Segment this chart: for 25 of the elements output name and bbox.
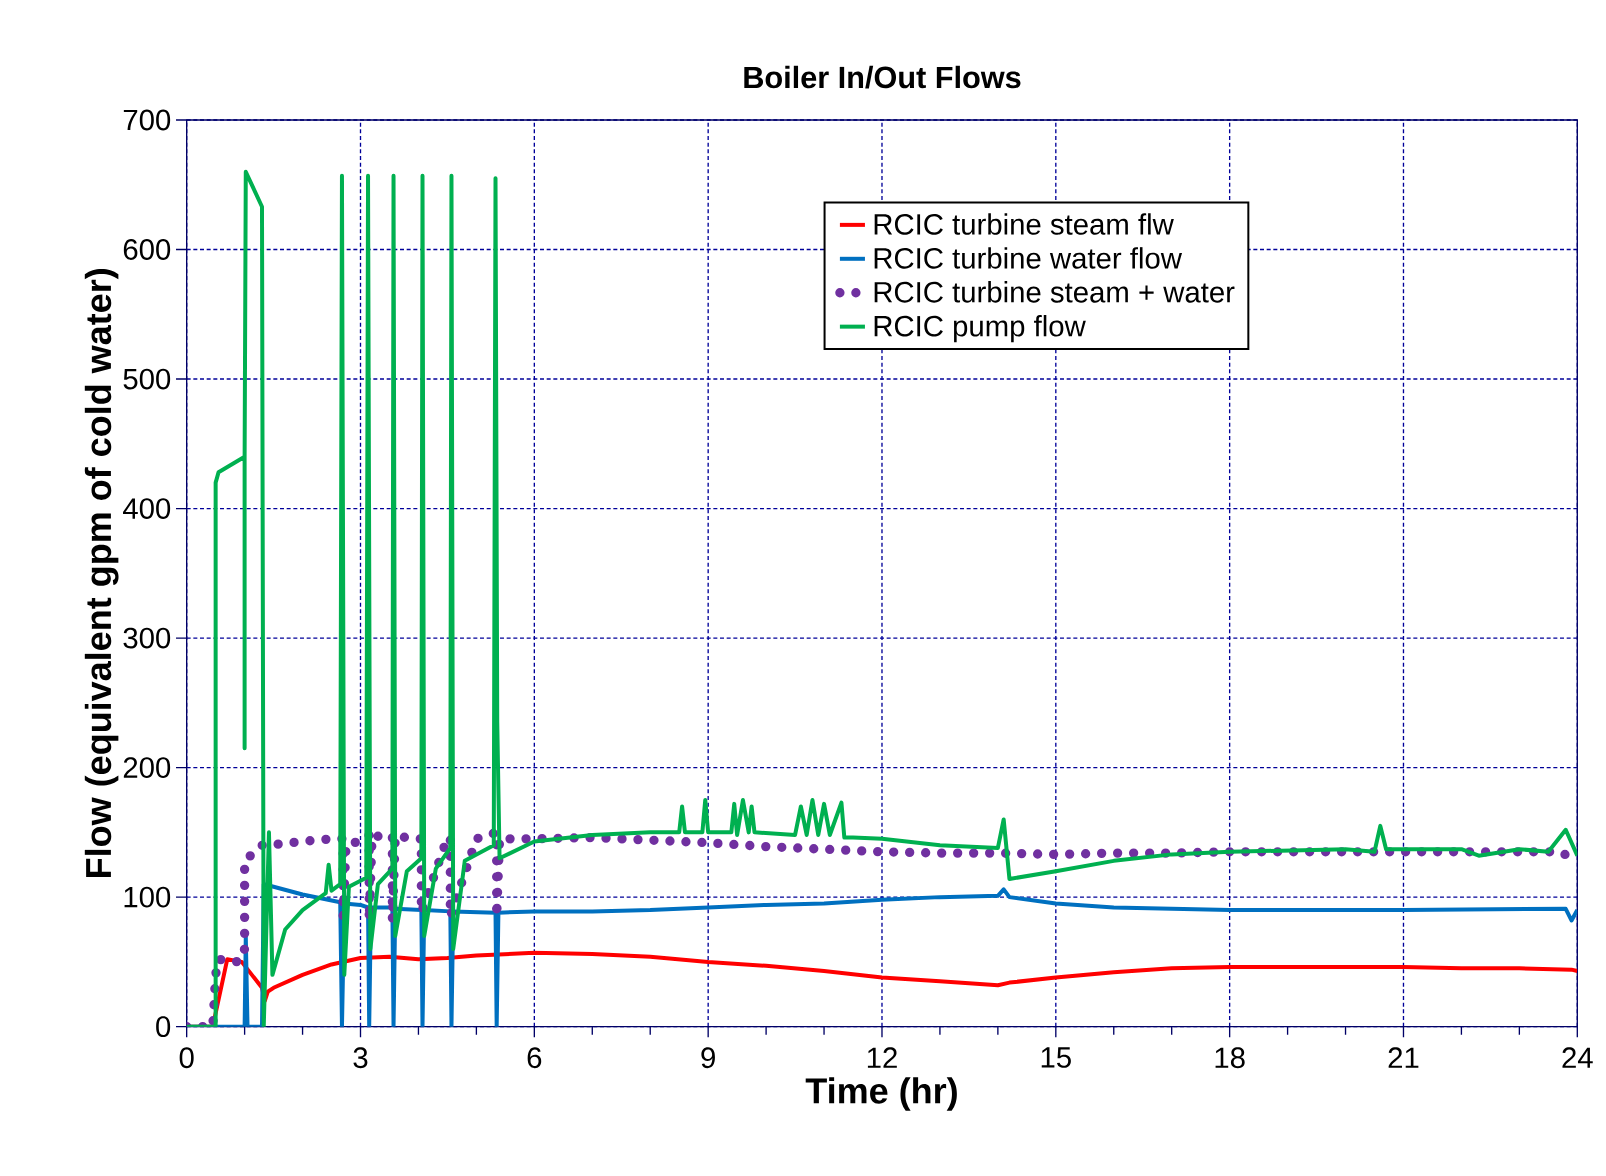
y-tick-label: 100 bbox=[124, 886, 171, 908]
x-tick-label: 3 bbox=[353, 1047, 368, 1069]
y-tick-label: 0 bbox=[156, 1016, 171, 1038]
legend-label: RCIC turbine steam flw bbox=[874, 213, 1174, 235]
x-tick-label: 12 bbox=[867, 1047, 897, 1068]
x-tick-label: 21 bbox=[1388, 1047, 1419, 1068]
x-tick-label: 0 bbox=[179, 1047, 194, 1069]
legend-label: RCIC pump flow bbox=[874, 315, 1086, 343]
x-tick-label: 15 bbox=[1041, 1047, 1071, 1068]
y-tick-label: 500 bbox=[123, 368, 171, 390]
y-axis-title: Flow (equivalent gpm of cold water) bbox=[84, 269, 119, 877]
y-tick-label: 200 bbox=[123, 757, 171, 778]
x-tick-label: 6 bbox=[527, 1047, 542, 1069]
chart-title: Boiler In/Out Flows bbox=[744, 65, 1021, 89]
x-tick-label: 9 bbox=[701, 1047, 715, 1069]
y-tick-label: 700 bbox=[123, 109, 171, 131]
x-tick-label: 18 bbox=[1215, 1047, 1245, 1069]
x-tick-label: 24 bbox=[1562, 1047, 1593, 1068]
y-tick-label: 300 bbox=[123, 627, 171, 649]
line-series bbox=[186, 169, 1578, 1027]
y-tick-label: 400 bbox=[123, 498, 171, 519]
x-axis-title: Time (hr) bbox=[805, 1077, 957, 1111]
legend-label: RCIC turbine steam + water bbox=[874, 281, 1235, 303]
legend-label: RCIC turbine water flow bbox=[874, 247, 1183, 269]
y-tick-label: 600 bbox=[123, 239, 171, 260]
